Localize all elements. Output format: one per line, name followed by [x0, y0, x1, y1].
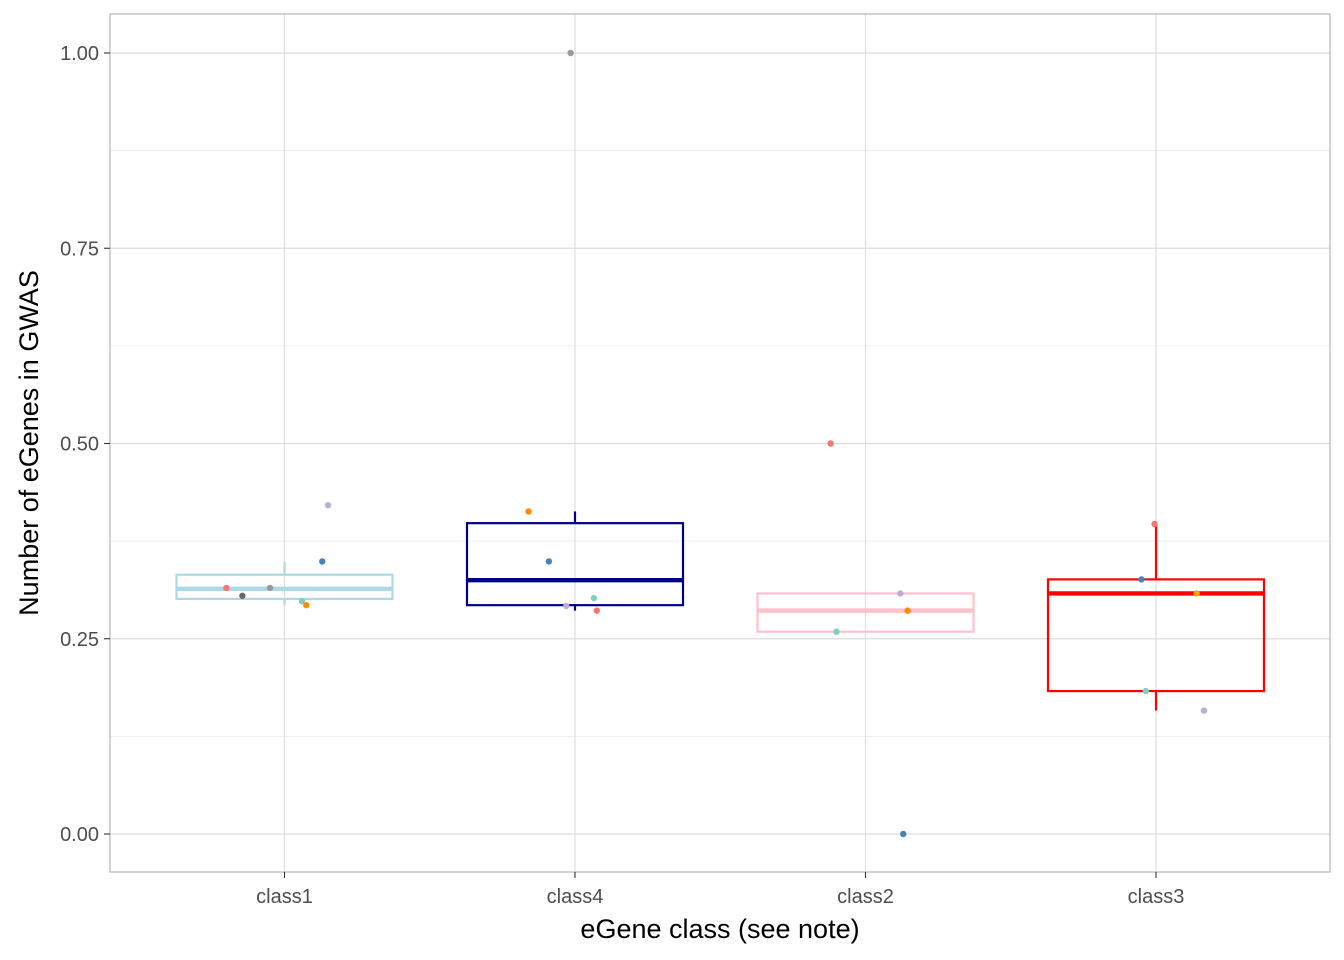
data-point: [590, 594, 598, 602]
data-point: [833, 628, 840, 635]
y-axis-ticks: 0.00 0.25 0.50 0.75 1.00: [60, 43, 110, 846]
x-tick-label: class4: [547, 886, 604, 908]
x-axis-title: eGene class (see note): [580, 914, 859, 944]
major-gridlines: [110, 14, 1330, 872]
boxplots: [175, 511, 1266, 711]
y-tick-label: 0.50: [60, 434, 99, 456]
box-iqr: [1046, 578, 1266, 693]
data-point: [563, 602, 570, 610]
y-tick-label: 0.00: [60, 824, 99, 846]
data-point: [1138, 576, 1145, 583]
data-point: [827, 440, 834, 447]
boxplot-class4: [465, 511, 685, 611]
data-point: [324, 501, 332, 509]
data-point: [593, 607, 600, 614]
data-point: [567, 49, 574, 57]
y-tick-label: 0.75: [60, 238, 99, 260]
data-point: [319, 558, 326, 565]
data-point: [1142, 687, 1150, 695]
y-axis-title: Number of eGenes in GWAS: [14, 270, 44, 616]
x-tick-label: class3: [1128, 886, 1185, 908]
jitter-points: [223, 49, 1208, 838]
data-point: [897, 590, 904, 597]
data-point: [545, 558, 553, 565]
data-point: [904, 607, 911, 614]
data-point: [1193, 590, 1200, 597]
data-point: [1151, 520, 1158, 528]
data-point: [1200, 707, 1208, 714]
x-tick-label: class2: [837, 886, 894, 908]
data-point: [298, 598, 306, 605]
data-point: [266, 584, 274, 592]
x-axis-ticks: class1 class4 class2 class3: [256, 872, 1184, 908]
data-point: [239, 592, 246, 599]
x-tick-label: class1: [256, 886, 313, 908]
y-tick-label: 1.00: [60, 43, 99, 65]
data-point: [223, 584, 230, 592]
y-tick-label: 0.25: [60, 629, 99, 651]
box-iqr: [465, 522, 685, 607]
data-point: [303, 601, 310, 609]
boxplot-class1: [175, 562, 394, 606]
minor-gridlines: [110, 150, 1330, 737]
boxplot-class2: [756, 592, 975, 633]
data-point: [900, 830, 907, 838]
data-point: [525, 508, 532, 515]
boxplot-class3: [1046, 523, 1266, 711]
